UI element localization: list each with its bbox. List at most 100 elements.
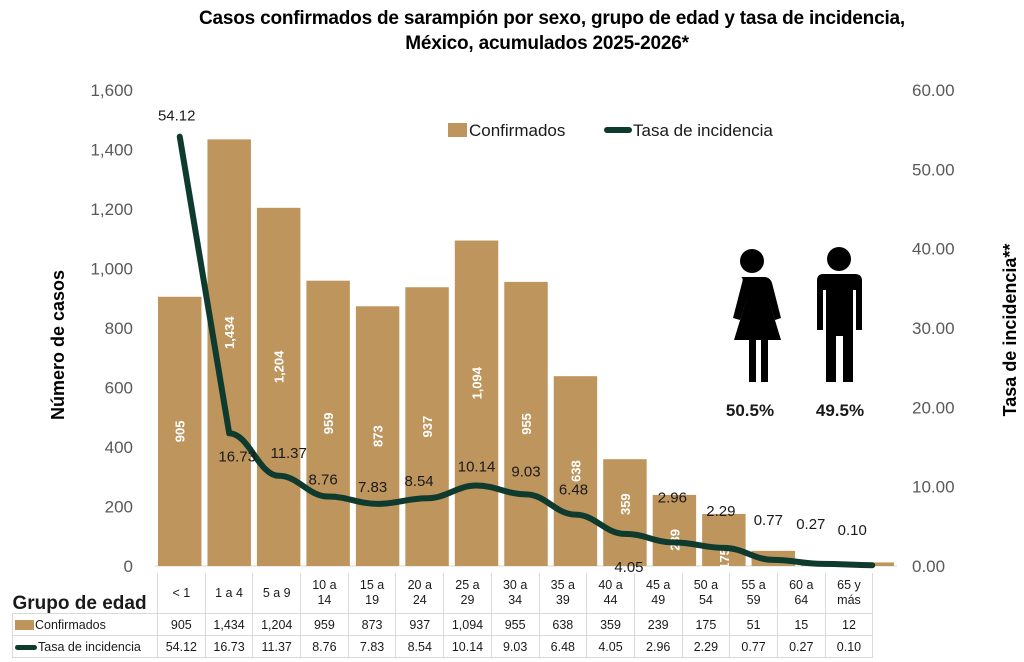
line-data-label: 4.05 [614, 559, 643, 576]
table-cell-tasa: 2.29 [681, 635, 731, 658]
y-tick-label-right: 60.00 [912, 81, 955, 100]
category-line2: 49 [651, 593, 666, 607]
table-header-cell: 60 a 64 [776, 573, 826, 614]
category-line2: 24 [412, 593, 427, 607]
category-line1: 30 a [502, 578, 528, 592]
table-cell-confirmados: 51 [729, 613, 778, 636]
legend: Confirmados Tasa de incidencia [448, 121, 773, 140]
y-tick-label-right: 20.00 [912, 398, 955, 417]
table-header-cell: 20 a 24 [395, 573, 445, 614]
table-header-cell: 1 a 4 [204, 573, 254, 614]
legend-label-confirmados: Confirmados [469, 121, 565, 140]
table-row-confirmados: Confirmados 905 1,434 1,204 959 873 937 1,094 9… [12, 613, 874, 636]
line-series-tasa-de-incidencia [176, 133, 876, 569]
table-header-cell: 30 a 34 [490, 573, 540, 614]
table-header-label: Grupo de edad [12, 593, 147, 614]
y-tick-label-left: 600 [105, 379, 133, 398]
y-tick-label-left: 1,200 [90, 200, 133, 219]
legend-swatch-confirmados [448, 123, 467, 137]
table-row-tasa: Tasa de incidencia 54.12 16.73 11.37 8.76 7.… [12, 635, 874, 658]
bar [306, 280, 350, 566]
y-tick-label-right: 0.00 [912, 557, 945, 576]
line-data-label: 9.03 [511, 463, 540, 480]
y-axis-right: 0.00 10.00 20.00 30.00 40.00 50.00 60.00 [912, 81, 955, 576]
table-header-cell: 40 a 44 [586, 573, 635, 614]
legend-label-tasa: Tasa de incidencia [633, 121, 773, 140]
table-header-cell: 15 a 19 [347, 573, 397, 614]
category-line2: 64 [794, 593, 809, 607]
table-header-cell: 5 a 9 [252, 573, 302, 614]
bar-data-label: 959 [321, 412, 336, 434]
table-cell-tasa: 10.14 [443, 635, 492, 658]
category-line1: 25 a [455, 578, 480, 592]
line-data-label: 11.37 [270, 445, 306, 462]
line-data-label: 0.10 [838, 522, 867, 539]
table-cell-confirmados: 1,434 [204, 613, 254, 636]
line-data-label: 2.96 [658, 490, 687, 507]
table-row-label-confirmados: Confirmados [12, 613, 158, 636]
y-tick-label-left: 1,600 [90, 81, 133, 100]
category-line2: 34 [508, 593, 523, 607]
table-cell-confirmados: 239 [633, 613, 683, 636]
category-line2: 14 [317, 593, 332, 607]
bar-data-label: 937 [420, 416, 435, 438]
y-tick-label-left: 1,000 [90, 260, 133, 279]
y-axis-left-title: Número de casos [48, 270, 68, 420]
table-cell-tasa: 0.10 [824, 635, 874, 658]
line-data-label: 6.48 [559, 482, 588, 499]
category-line2: 19 [365, 593, 380, 607]
row-label-text: Confirmados [35, 617, 106, 632]
category-line2: 29 [460, 593, 475, 607]
y-tick-label-right: 10.00 [912, 478, 955, 497]
table-header-cell: 65 y más [824, 573, 874, 614]
line-data-label: 8.54 [404, 473, 433, 490]
bar [355, 306, 400, 566]
female-person-icon [733, 249, 781, 382]
table-header-cell: 45 a 49 [633, 573, 683, 614]
table-cell-confirmados: 905 [157, 613, 206, 636]
table-cell-confirmados: 937 [395, 613, 445, 636]
bar-data-label: 873 [371, 425, 386, 447]
category-line1: 5 a 9 [262, 585, 291, 600]
chart-title: Casos confirmados de sarampión por sexo,… [0, 6, 1024, 56]
line-data-label: 10.14 [458, 459, 496, 476]
category-line1: 1 a 4 [215, 585, 243, 600]
table-cell-confirmados: 1,094 [443, 613, 492, 636]
y-tick-label-right: 50.00 [912, 160, 955, 179]
male-percentage: 49.5% [816, 401, 864, 420]
chart-title-line2: México, acumulados 2025-2026* [405, 33, 689, 54]
table-cell-tasa: 4.05 [586, 635, 635, 658]
line-data-label: 8.76 [309, 472, 338, 489]
table-header-cell: < 1 [157, 573, 206, 614]
table-header-cell: 35 a 39 [538, 573, 588, 614]
line-data-label: 16.73 [218, 448, 256, 465]
y-tick-label-right: 40.00 [912, 240, 955, 259]
table-cell-confirmados: 175 [681, 613, 731, 636]
table-cell-tasa: 6.48 [538, 635, 588, 658]
bar [702, 513, 746, 566]
table-cell-tasa: 2.96 [633, 635, 683, 658]
table-cell-tasa: 9.03 [490, 635, 540, 658]
table-header-cell: 10 a 14 [300, 573, 349, 614]
category-line1: 20 a [407, 578, 432, 592]
chart-title-line1: Casos confirmados de sarampión por sexo,… [199, 8, 905, 29]
legend-swatch-tasa [604, 127, 632, 133]
category-line1: 40 a [598, 578, 623, 592]
category-line1: 45 a [646, 578, 671, 592]
category-line1: 60 a [789, 578, 814, 592]
bar-data-label: 1,204 [272, 350, 287, 383]
table-cell-confirmados: 1,204 [252, 613, 302, 636]
bar [504, 281, 548, 566]
bar [158, 296, 202, 566]
y-tick-label-left: 800 [105, 319, 133, 338]
male-person-icon [817, 247, 862, 382]
table-cell-tasa: 16.73 [204, 635, 254, 658]
bar [405, 287, 449, 566]
table-header-cell: 50 a 54 [681, 573, 731, 614]
y-tick-label-right: 30.00 [912, 319, 955, 338]
bar [454, 240, 499, 566]
bar-data-label: 905 [173, 421, 188, 443]
category-line1: 50 a [693, 578, 719, 592]
